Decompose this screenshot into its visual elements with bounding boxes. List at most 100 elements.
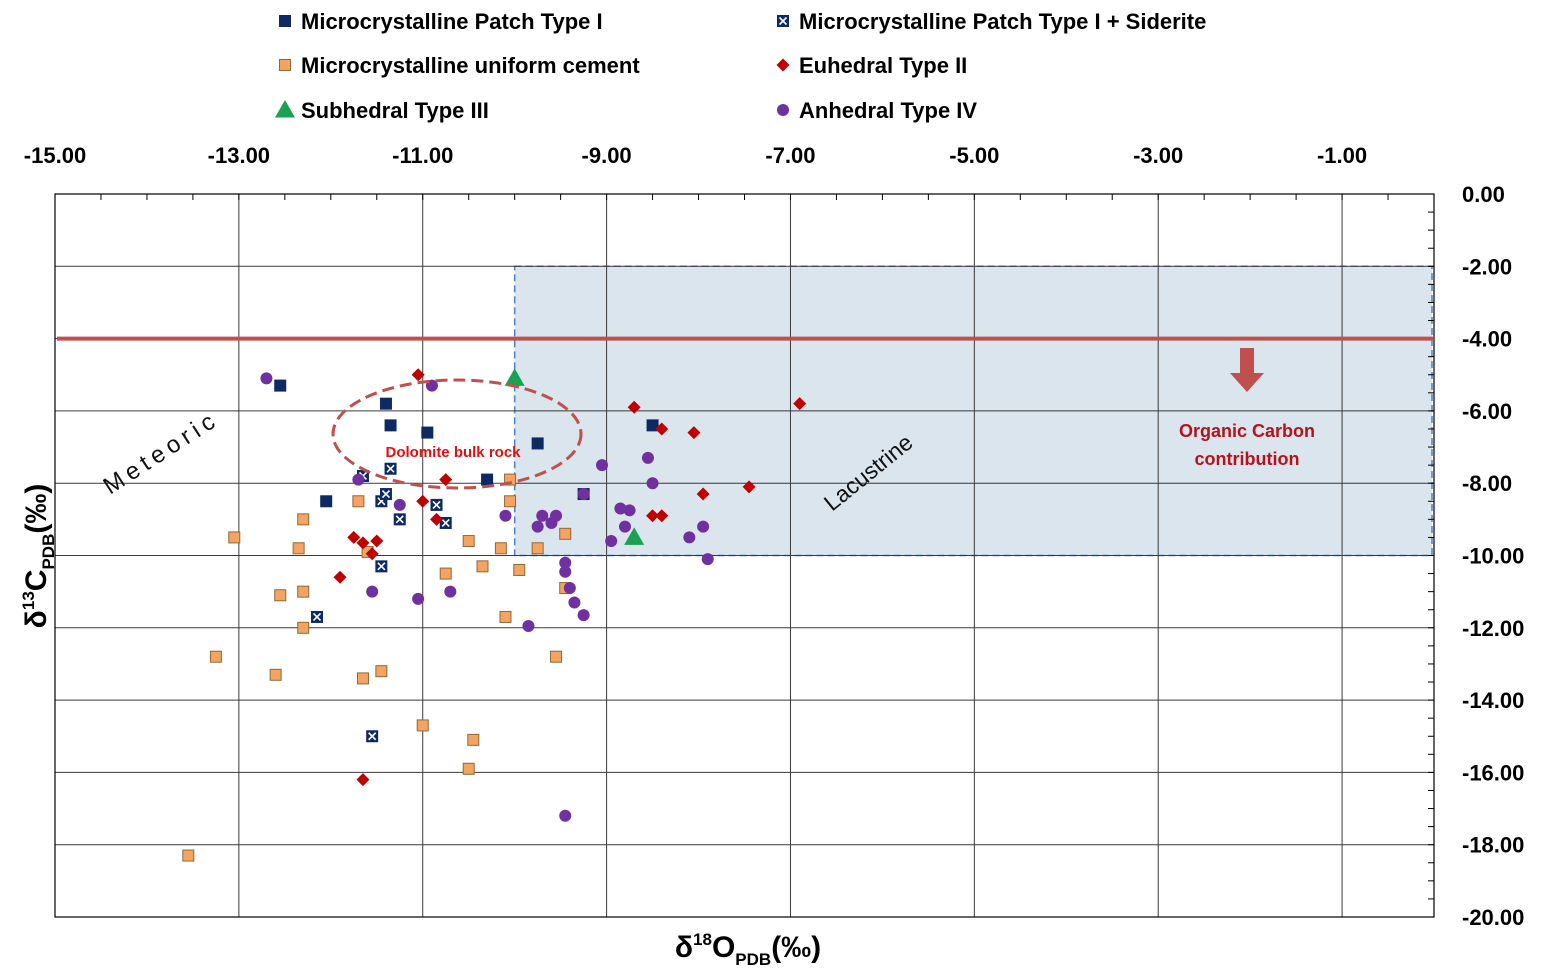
series-4 <box>504 368 645 545</box>
data-point <box>260 372 273 385</box>
data-point <box>274 379 287 392</box>
legend-label: Microcrystalline Patch Type I <box>301 9 603 34</box>
x-tick-label: -15.00 <box>24 143 86 168</box>
x-tick-label: -5.00 <box>949 143 999 168</box>
data-point <box>513 563 526 576</box>
data-point <box>209 650 222 663</box>
data-point <box>375 665 388 678</box>
data-point <box>462 762 475 775</box>
title-sub: PDB <box>39 534 58 570</box>
data-point <box>568 596 581 609</box>
data-point <box>366 730 379 743</box>
data-point <box>352 473 365 486</box>
legend-marker <box>777 104 789 116</box>
dolomite-ellipse <box>331 378 583 490</box>
data-point <box>559 527 572 540</box>
data-point <box>297 621 310 634</box>
legend-marker <box>279 15 291 27</box>
data-point <box>412 592 425 605</box>
marker-cross <box>368 732 377 741</box>
data-point <box>333 570 347 584</box>
marker-cross <box>312 612 322 622</box>
data-point <box>504 368 525 386</box>
y-tick-label: -4.00 <box>1462 327 1512 352</box>
data-point <box>742 480 756 494</box>
x-tick-label: -3.00 <box>1133 143 1183 168</box>
y-tick-label: -10.00 <box>1462 544 1524 569</box>
data-points <box>182 368 807 862</box>
data-point <box>411 368 425 382</box>
y-tick-label: -20.00 <box>1462 905 1524 930</box>
data-point <box>624 527 645 545</box>
data-point <box>646 477 659 490</box>
data-point <box>365 547 379 561</box>
title-sup: 13 <box>19 591 38 610</box>
data-point <box>297 513 310 526</box>
data-point <box>623 504 636 517</box>
data-point <box>370 534 384 548</box>
data-point <box>269 668 282 681</box>
data-point <box>384 462 397 475</box>
data-point <box>536 509 549 522</box>
data-point <box>550 650 563 663</box>
title-base: δ <box>675 931 693 964</box>
data-point <box>311 610 324 623</box>
data-point <box>641 451 654 464</box>
dolomite-label: Dolomite bulk rock <box>385 444 521 461</box>
y-tick-label: -2.00 <box>1462 254 1512 279</box>
data-point <box>646 419 659 432</box>
legend-label: Euhedral Type II <box>799 53 967 78</box>
title-unit: (‰) <box>771 931 821 964</box>
x-tick-label: -1.00 <box>1317 143 1367 168</box>
x-axis-title: δ18OPDB(‰) <box>675 930 821 968</box>
marker-cross <box>377 562 386 571</box>
marker-cross <box>778 16 788 26</box>
data-point <box>559 809 572 822</box>
data-point <box>646 509 660 523</box>
data-point <box>499 509 512 522</box>
data-point <box>531 437 544 450</box>
data-point <box>614 502 627 515</box>
data-point <box>356 672 369 685</box>
data-point <box>430 512 444 526</box>
data-point <box>683 531 696 544</box>
data-point <box>467 733 480 746</box>
data-point <box>499 610 512 623</box>
data-point <box>384 419 397 432</box>
organic-contribution-label: contribution <box>1195 449 1300 469</box>
data-point <box>627 400 641 414</box>
legend-label: Anhedral Type IV <box>799 98 977 123</box>
data-point <box>618 520 631 533</box>
y-tick-label: -14.00 <box>1462 688 1524 713</box>
data-point <box>504 473 517 486</box>
data-point <box>416 494 430 508</box>
data-point <box>228 531 241 544</box>
data-point <box>793 397 807 411</box>
data-point <box>274 589 287 602</box>
data-point <box>444 585 457 598</box>
x-tick-label: -11.00 <box>392 143 453 168</box>
axis-titles: δ18OPDB(‰)δ13CPDB(‰) <box>19 484 821 968</box>
data-point <box>347 530 361 544</box>
data-point <box>320 495 333 508</box>
data-point <box>494 542 507 555</box>
data-point <box>462 535 475 548</box>
x-tick-label: -9.00 <box>582 143 632 168</box>
down-arrow-icon <box>1230 348 1264 392</box>
data-point <box>416 719 429 732</box>
data-point <box>292 542 305 555</box>
data-point <box>379 397 392 410</box>
legend-label: Subhedral Type III <box>301 98 489 123</box>
data-point <box>559 565 572 578</box>
gridlines <box>54 193 1435 918</box>
data-point <box>596 459 609 472</box>
y-tick-label: 0.00 <box>1462 182 1505 207</box>
data-point <box>366 585 379 598</box>
legend-label: Microcrystalline uniform cement <box>301 53 640 78</box>
data-point <box>531 542 544 555</box>
title-sub: PDB <box>735 950 771 968</box>
organic-carbon-label: Organic Carbon <box>1179 421 1315 441</box>
data-point <box>352 495 365 508</box>
y-tick-label: -6.00 <box>1462 399 1512 424</box>
legend-marker <box>279 59 291 71</box>
